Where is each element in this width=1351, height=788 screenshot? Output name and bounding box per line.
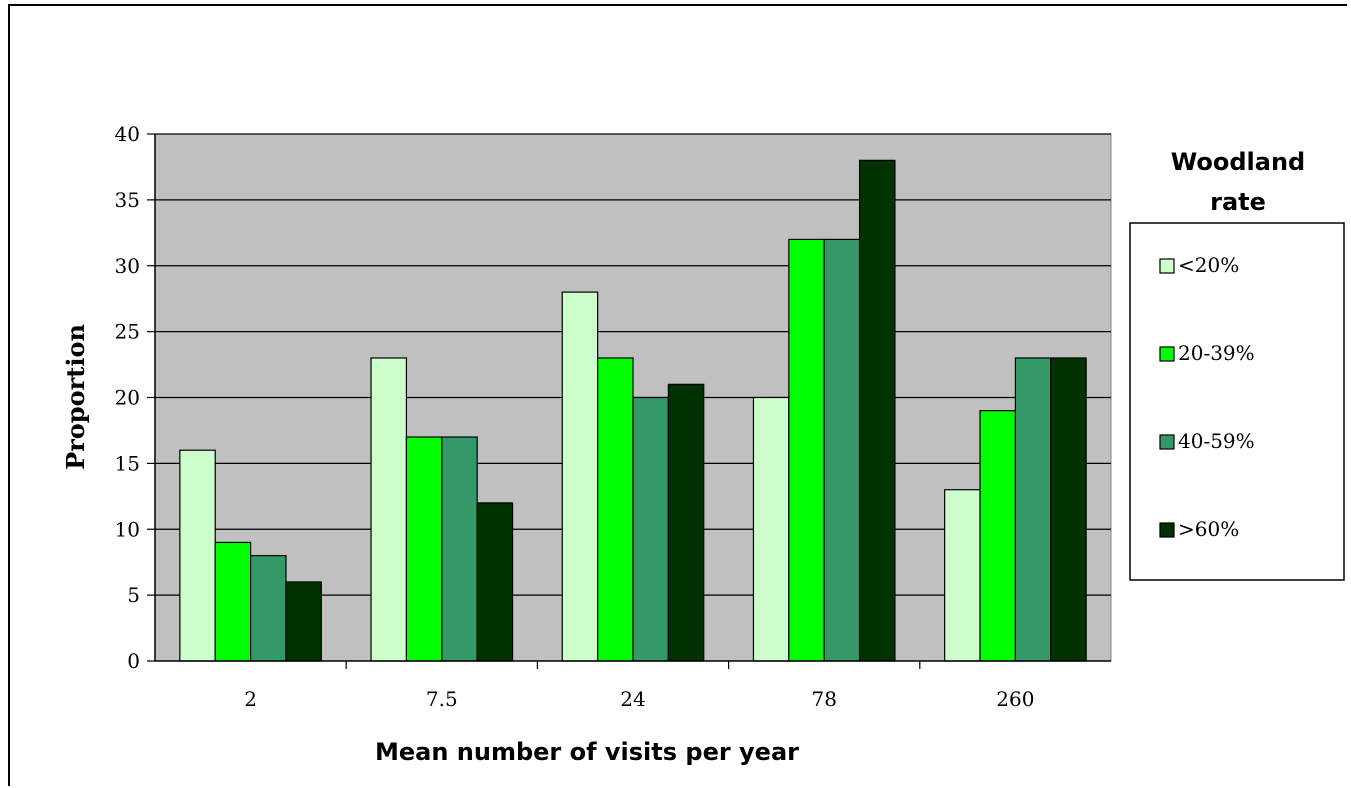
bar [476, 502, 514, 662]
x-tick-label: 24 [620, 687, 645, 711]
bar [752, 396, 790, 662]
bar [561, 291, 599, 662]
bar [370, 357, 408, 662]
legend-title: Woodland rate [1171, 148, 1305, 216]
y-axis-title: Proportion [61, 324, 90, 470]
bar [285, 581, 322, 662]
y-tick-label: 5 [127, 583, 140, 607]
chart-frame [8, 4, 1347, 786]
bar [1050, 357, 1087, 662]
bar [441, 436, 478, 662]
legend-label: 40-59% [1178, 429, 1255, 453]
bar [1014, 357, 1052, 662]
legend-label: >60% [1178, 517, 1239, 541]
y-tick-label: 10 [115, 517, 140, 541]
y-tick-label: 35 [115, 188, 140, 212]
bar [179, 449, 216, 662]
bar [632, 396, 669, 662]
y-tick-label: 20 [115, 386, 140, 410]
y-tick-label: 25 [115, 320, 140, 344]
axes: 0 5 10 15 20 25 30 35 40 2 7.5 24 78 260 [115, 122, 1111, 711]
x-tick-label: 78 [811, 687, 836, 711]
bar [858, 159, 896, 662]
legend-swatch [1159, 346, 1175, 362]
y-tick-label: 30 [115, 254, 140, 278]
x-tick-label: 7.5 [426, 687, 458, 711]
bar [597, 357, 634, 662]
bar [788, 238, 825, 662]
legend: <20% 20-39% 40-59% >60% [1159, 253, 1255, 541]
x-tick-label: 260 [996, 687, 1034, 711]
y-tick-label: 0 [127, 649, 140, 673]
bar [405, 436, 443, 662]
legend-box [1129, 222, 1345, 581]
legend-swatch [1159, 522, 1175, 538]
y-tick-label: 40 [115, 122, 140, 146]
legend-title-line-2: rate [1210, 188, 1266, 216]
bar [667, 383, 705, 662]
legend-label: 20-39% [1178, 341, 1255, 365]
bar [823, 238, 861, 662]
bar [944, 489, 981, 662]
legend-title-line-1: Woodland [1171, 148, 1305, 176]
legend-swatch [1159, 258, 1175, 274]
legend-label: <20% [1178, 253, 1239, 277]
bars [179, 159, 1087, 662]
y-tick-label: 15 [115, 451, 140, 475]
bar [250, 554, 287, 662]
x-axis-title: Mean number of visits per year [375, 738, 799, 766]
x-tick-label: 2 [244, 687, 257, 711]
legend-swatch [1159, 434, 1175, 450]
bar [214, 541, 252, 662]
bar [979, 410, 1017, 662]
